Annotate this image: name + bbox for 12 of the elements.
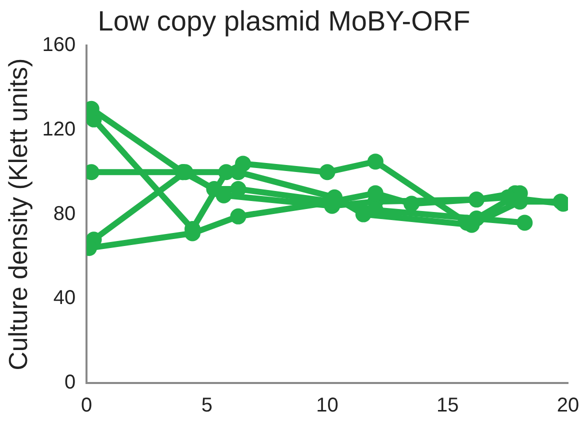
- x-tick-label: 5: [201, 394, 212, 417]
- x-tick-label: 10: [316, 394, 338, 417]
- x-tick-label: 15: [436, 394, 459, 417]
- chart-title: Low copy plasmid MoBY-ORF: [98, 6, 470, 37]
- y-tick-label: 40: [53, 287, 76, 310]
- x-tick-label: 0: [81, 394, 92, 417]
- x-tick-label: 20: [556, 394, 580, 417]
- y-tick-label: 80: [53, 202, 76, 225]
- y-axis-title: Culture density (Klett units): [2, 58, 33, 370]
- y-tick-label: 0: [64, 372, 76, 394]
- y-tick-label: 160: [42, 34, 76, 56]
- y-tick-label: 120: [42, 118, 76, 140]
